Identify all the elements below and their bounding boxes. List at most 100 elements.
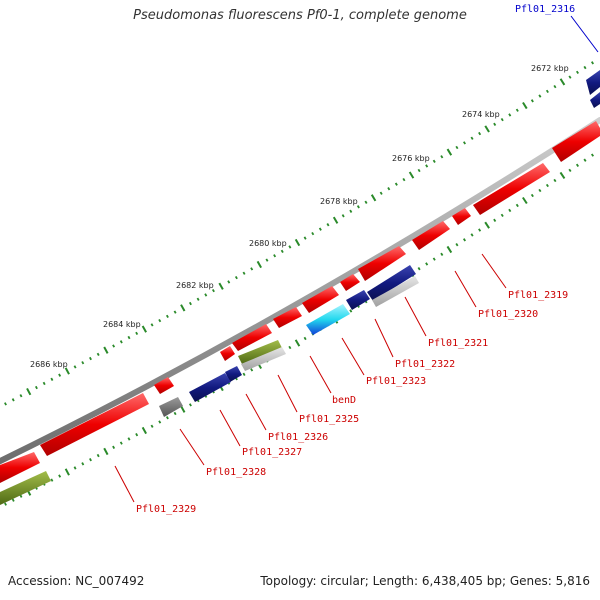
gene-arrow-pfl01-2320[interactable]	[452, 208, 471, 225]
outer-minor-tick	[387, 187, 391, 191]
connector-pfl01-2325	[277, 374, 298, 413]
gene-arrow-rev-cyan[interactable]	[306, 304, 350, 335]
gene-label-pfl01-2322[interactable]: Pfl01_2322	[395, 359, 455, 370]
inner-minor-tick	[583, 158, 587, 162]
inner-minor-tick	[119, 441, 123, 445]
outer-major-tick	[180, 304, 186, 312]
gene-arrow-pfl01-2329[interactable]	[40, 393, 149, 456]
inner-major-tick	[484, 221, 490, 229]
outer-minor-tick	[112, 344, 116, 348]
outer-minor-tick	[590, 61, 595, 65]
gene-arrow-rev-olive-1[interactable]	[238, 340, 282, 364]
outer-minor-tick	[227, 280, 231, 284]
outer-minor-tick	[303, 236, 307, 240]
outer-major-tick	[103, 346, 109, 354]
outer-tick-ring	[4, 61, 595, 406]
gene-arrow-rev-navy-1[interactable]	[367, 265, 416, 301]
outer-major-tick	[370, 194, 377, 202]
outer-minor-tick	[326, 223, 330, 227]
inner-major-tick	[559, 171, 566, 179]
inner-minor-tick	[89, 458, 92, 462]
gene-arrow-rev-olive-2[interactable]	[0, 471, 51, 505]
outer-minor-tick	[356, 205, 360, 209]
kbp-label-2674: 2674 kbp	[462, 110, 500, 119]
gene-arrow-rev-navy-2[interactable]	[346, 290, 370, 310]
gene-arrow-pfl01-2323[interactable]	[340, 274, 360, 291]
connector-bend	[309, 355, 332, 394]
gene-arrow-pfl01-2316-b[interactable]	[590, 92, 600, 108]
gene-arrow-pfl01-2322[interactable]	[358, 246, 406, 281]
outer-major-tick	[294, 238, 301, 247]
outer-minor-tick	[530, 99, 534, 103]
gene-label-pfl01-2327[interactable]: Pfl01_2327	[242, 447, 302, 458]
gene-arrow-rev-navy-4[interactable]	[189, 373, 231, 402]
gene-arrow-pfl01-2326[interactable]	[232, 324, 272, 351]
inner-minor-tick	[127, 437, 131, 441]
outer-minor-tick	[402, 177, 406, 182]
gene-arrow-pfl01-2327[interactable]	[220, 346, 235, 361]
outer-minor-tick	[119, 340, 123, 344]
outer-minor-tick	[34, 385, 38, 390]
outer-minor-tick	[417, 168, 421, 173]
gene-arrow-rev-light-2[interactable]	[241, 347, 286, 371]
connector-pfl01-2328	[179, 428, 205, 466]
gene-arrow-pfl01-2321[interactable]	[412, 221, 450, 250]
kbp-label-2684: 2684 kbp	[103, 320, 141, 329]
inner-major-tick	[446, 245, 453, 254]
gene-label-pfl01-2329[interactable]: Pfl01_2329	[136, 504, 196, 515]
outer-minor-tick	[4, 402, 7, 406]
inner-minor-tick	[150, 424, 154, 428]
outer-major-tick	[141, 325, 147, 333]
inner-major-tick	[522, 196, 528, 205]
gene-arrow-pfl01-2316-a[interactable]	[586, 70, 600, 95]
gene-label-pfl01-2323[interactable]: Pfl01_2323	[366, 376, 426, 387]
map-title: Pseudomonas fluorescens Pf0-1, complete …	[133, 8, 467, 23]
outer-minor-tick	[545, 89, 549, 94]
outer-minor-tick	[73, 365, 77, 369]
gene-label-pfl01-2325[interactable]: Pfl01_2325	[299, 414, 359, 425]
outer-major-tick	[26, 387, 32, 396]
gene-label-pfl01-2316[interactable]: Pfl01_2316	[515, 4, 575, 15]
outer-minor-tick	[493, 122, 497, 126]
gene-label-pfl01-2328[interactable]: Pfl01_2328	[206, 467, 266, 478]
inner-major-tick	[180, 405, 186, 413]
kbp-label-2672: 2672 kbp	[531, 64, 569, 73]
outer-minor-tick	[455, 145, 459, 150]
gene-arrow-pfl01-2319[interactable]	[473, 163, 550, 215]
connector-pfl01-2329	[114, 465, 135, 503]
outer-minor-tick	[280, 249, 284, 253]
gene-arrow-rev-gray[interactable]	[159, 397, 183, 417]
outer-major-tick	[332, 216, 339, 224]
gene-label-pfl01-2321[interactable]: Pfl01_2321	[428, 338, 488, 349]
gene-label-pfl01-2319[interactable]: Pfl01_2319	[508, 290, 568, 301]
inner-minor-tick	[135, 433, 139, 437]
outer-major-tick	[408, 171, 415, 179]
outer-minor-tick	[188, 301, 192, 306]
connector-pfl01-2326	[245, 393, 267, 431]
outer-major-tick	[559, 78, 566, 86]
gene-arrow-pfl01-2328[interactable]	[154, 377, 174, 394]
gene-arrow-pfl01-2318[interactable]	[552, 121, 600, 162]
gene-labels: Pfl01_2316 Pfl01_2319 Pfl01_2320 Pfl01_2…	[136, 4, 575, 515]
inner-minor-tick	[538, 188, 542, 193]
inner-major-tick	[64, 468, 70, 476]
gene-arrow-bend[interactable]	[302, 286, 339, 313]
gene-label-bend[interactable]: benD	[332, 395, 356, 406]
outer-minor-tick	[394, 182, 398, 186]
outer-minor-tick	[568, 75, 572, 79]
connector-pfl01-2323	[341, 337, 365, 376]
inner-minor-tick	[417, 267, 421, 271]
gene-arrow-pfl01-2325[interactable]	[273, 307, 302, 328]
gene-arrow-rev-navy-3[interactable]	[225, 366, 242, 382]
gene-arrow-edge[interactable]	[0, 452, 40, 483]
outer-minor-tick	[173, 310, 177, 314]
gene-label-pfl01-2326[interactable]: Pfl01_2326	[268, 432, 328, 443]
inner-minor-tick	[432, 257, 436, 261]
accession-text: Accession: NC_007492	[8, 574, 145, 588]
gene-arrow-rev-light-1[interactable]	[372, 276, 419, 307]
inner-minor-tick	[470, 233, 474, 237]
outer-minor-tick	[470, 136, 474, 140]
inner-minor-tick	[440, 252, 444, 256]
gene-label-pfl01-2320[interactable]: Pfl01_2320	[478, 309, 538, 320]
